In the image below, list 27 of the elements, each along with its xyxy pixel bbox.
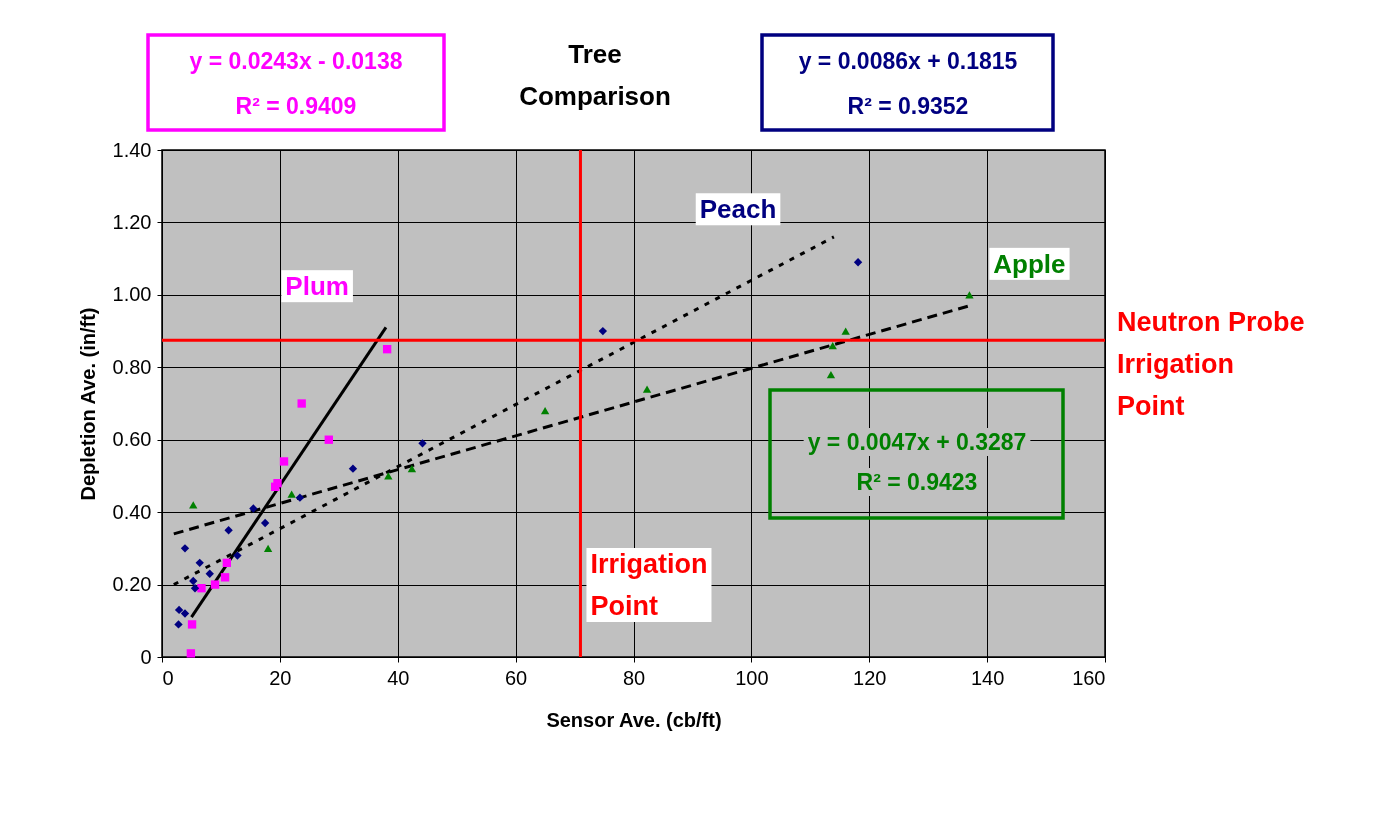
chart-title: Tree Comparison — [519, 39, 671, 111]
x-tick-label: 20 — [269, 666, 292, 689]
y-axis-title: Depletion Ave. (in/ft) — [76, 307, 99, 501]
x-tick-label: 80 — [622, 666, 646, 689]
y-tick-label: 0.60 — [112, 428, 152, 451]
text: R² = 0.9409 — [235, 93, 357, 119]
x-tick-label: 100 — [735, 666, 769, 689]
y-tick-label: 0.80 — [112, 355, 152, 378]
x-tick-label: 160 — [1072, 666, 1106, 689]
y-tick-label: 1.20 — [112, 210, 152, 233]
x-tick-label: 0 — [162, 666, 174, 689]
text: R² = 0.9352 — [847, 93, 969, 119]
y-tick-label: 0.20 — [112, 573, 152, 596]
x-axis-title: Sensor Ave. (cb/ft) — [546, 708, 722, 731]
text: y = 0.0086x + 0.1815 — [798, 48, 1018, 74]
y-tick-label: 1.40 — [112, 138, 152, 161]
x-tick-label: 120 — [853, 666, 887, 689]
ref-line-label: Neutron Probe Irrigation Point — [1117, 307, 1305, 422]
x-tick-label: 140 — [970, 666, 1005, 689]
x-tick-label: 40 — [387, 666, 410, 689]
y-tick-label: 0 — [140, 645, 152, 668]
y-tick-label: 1.00 — [112, 283, 152, 306]
y-tick-label: 0.40 — [112, 500, 152, 523]
text: y = 0.0243x - 0.0138 — [189, 48, 403, 74]
annotation: y = 0.0047x + 0.3287 — [807, 429, 1027, 455]
x-tick-label: 60 — [505, 666, 528, 689]
annotation: R² = 0.9423 — [856, 469, 978, 495]
